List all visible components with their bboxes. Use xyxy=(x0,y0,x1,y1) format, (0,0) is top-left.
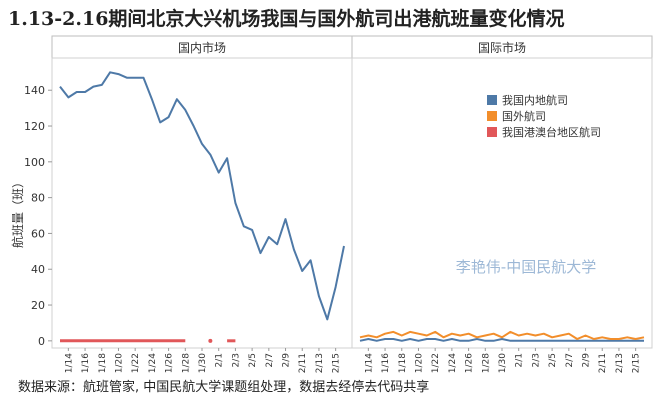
y-tick-label: 120 xyxy=(24,120,45,133)
legend-swatch-foreign xyxy=(487,111,497,121)
series-line-0-international xyxy=(359,338,644,342)
y-tick-label: 0 xyxy=(38,335,45,348)
x-tick-label: 2/1 xyxy=(515,353,525,367)
x-tick-label: 2/9 xyxy=(582,353,592,368)
legend: 我国内地航司 国外航司 我国港澳台地区航司 xyxy=(487,93,601,139)
x-tick-label: 1/28 xyxy=(481,353,491,373)
panel-title-domestic: 国内市场 xyxy=(178,40,226,55)
x-tick-label: 2/15 xyxy=(332,353,342,373)
x-tick-label: 1/30 xyxy=(498,353,508,373)
legend-label-mainland: 我国内地航司 xyxy=(502,93,568,107)
x-tick-label: 1/24 xyxy=(148,353,158,373)
panel-frame-domestic xyxy=(51,57,353,349)
x-tick-label: 2/15 xyxy=(632,353,642,373)
x-tick-label: 2/9 xyxy=(282,353,292,368)
legend-swatch-mainland xyxy=(487,95,497,105)
x-tick-label: 2/13 xyxy=(315,353,325,373)
x-tick-label: 2/7 xyxy=(265,353,275,367)
legend-label-hmt: 我国港澳台地区航司 xyxy=(502,125,601,139)
x-tick-label: 1/16 xyxy=(381,353,391,373)
x-tick-label: 1/16 xyxy=(81,353,91,373)
x-tick-label: 1/14 xyxy=(64,353,74,373)
x-axis-ticks: 1/14 1/16 1/18 1/20 1/22 1/24 1/26 1/28 1/30 2/1 2… xyxy=(64,348,642,373)
y-tick-label: 20 xyxy=(31,299,45,312)
x-tick-label: 1/20 xyxy=(114,353,124,373)
watermark-text: 李艳伟-中国民航大学 xyxy=(456,258,596,276)
page-title: 1.13-2.16期间北京大兴机场我国与国外航司出港航班量变化情况 xyxy=(8,8,565,30)
y-tick-label: 100 xyxy=(24,156,45,169)
x-tick-label: 1/20 xyxy=(414,353,424,373)
series-layer xyxy=(59,71,645,343)
x-tick-label: 2/5 xyxy=(548,353,558,367)
source-note: 数据来源：航班管家, 中国民航大学课题组处理，数据去经停去代码共享 xyxy=(18,380,430,395)
y-axis-ticks: 0 20 40 60 80 100 120 140 xyxy=(24,84,52,348)
x-tick-label: 1/26 xyxy=(465,353,475,373)
panel-title-international: 国际市场 xyxy=(478,40,526,55)
x-tick-label: 2/13 xyxy=(615,353,625,373)
y-axis-label: 航班量（班） xyxy=(10,176,25,248)
x-tick-label: 1/24 xyxy=(448,353,458,373)
x-tick-label: 2/3 xyxy=(531,353,541,367)
x-tick-label: 1/30 xyxy=(198,353,208,373)
series-point-2 xyxy=(208,338,213,343)
x-tick-label: 1/22 xyxy=(431,353,441,373)
legend-label-foreign: 国外航司 xyxy=(502,109,546,123)
x-tick-label: 1/28 xyxy=(181,353,191,373)
x-tick-label: 1/26 xyxy=(165,353,175,373)
x-tick-label: 1/18 xyxy=(398,353,408,373)
x-tick-label: 2/1 xyxy=(215,353,225,367)
series-line-0-domestic xyxy=(59,71,345,321)
x-tick-label: 2/11 xyxy=(598,353,608,373)
series-line-1-international xyxy=(359,330,645,340)
x-tick-label: 1/18 xyxy=(98,353,108,373)
legend-swatch-hmt xyxy=(487,127,497,137)
x-tick-label: 2/5 xyxy=(248,353,258,367)
x-tick-label: 2/3 xyxy=(231,353,241,367)
y-tick-label: 40 xyxy=(31,263,45,276)
y-tick-label: 140 xyxy=(24,84,45,97)
x-tick-label: 1/22 xyxy=(131,353,141,373)
x-tick-label: 2/11 xyxy=(298,353,308,373)
x-tick-label: 2/7 xyxy=(565,353,575,367)
x-tick-label: 1/14 xyxy=(364,353,374,373)
y-tick-label: 80 xyxy=(31,192,45,205)
y-tick-label: 60 xyxy=(31,227,45,240)
